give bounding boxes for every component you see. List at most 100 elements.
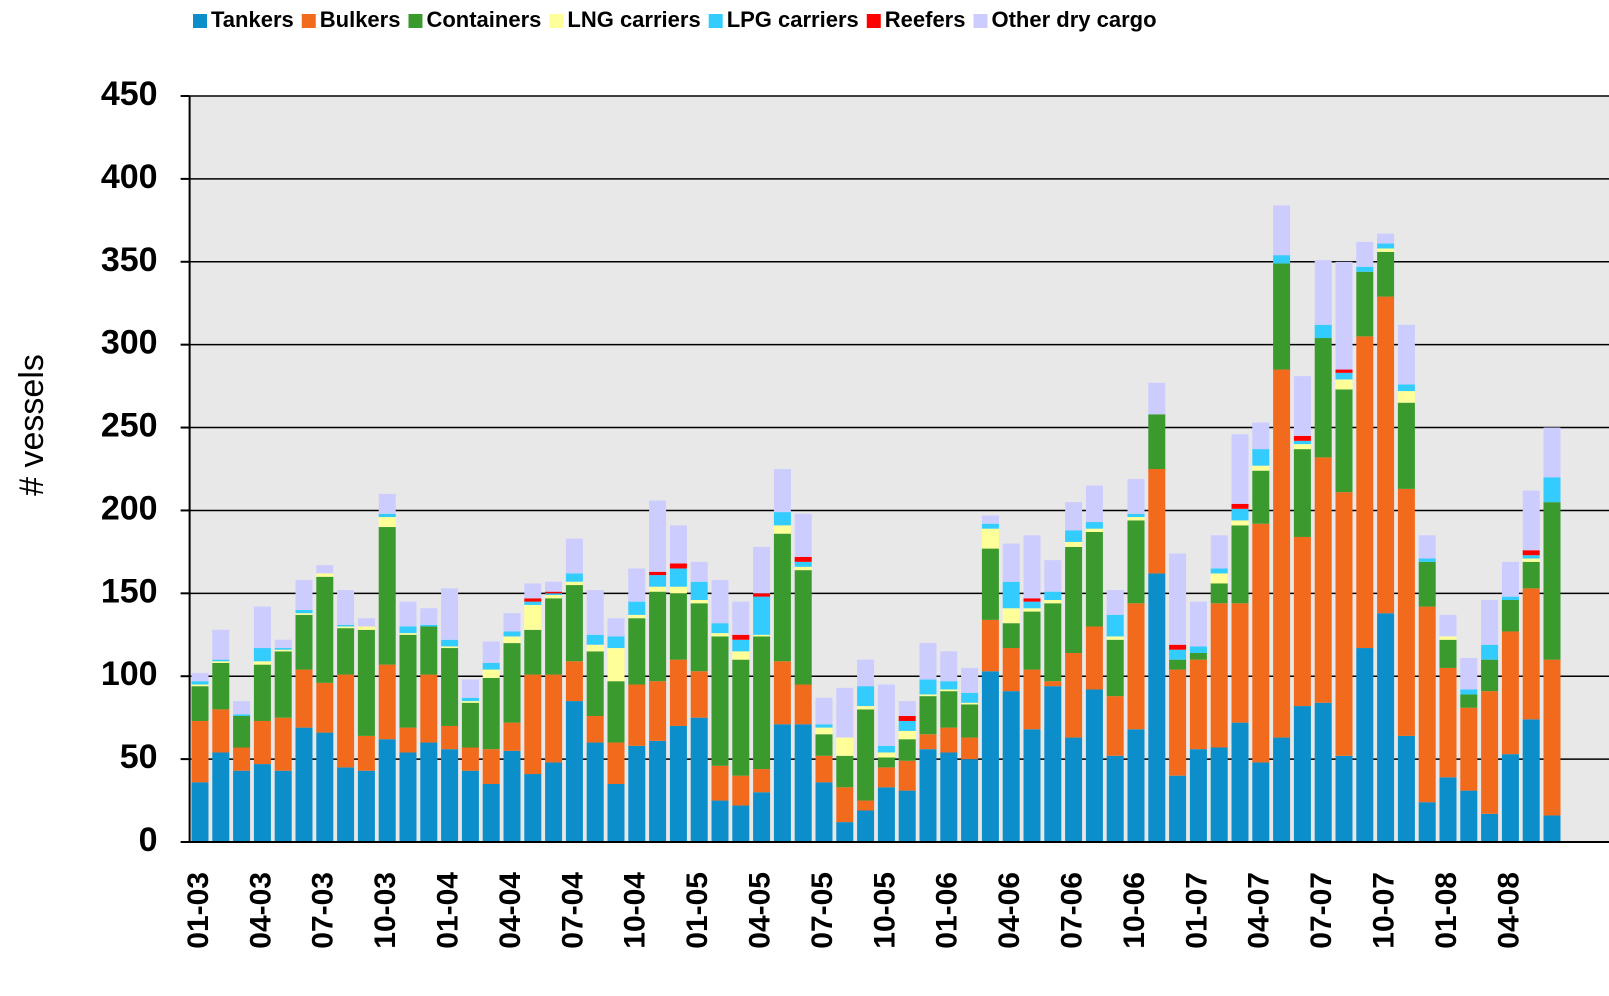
bar-segment xyxy=(940,681,958,690)
bar-segment xyxy=(378,664,396,740)
bar-segment xyxy=(1356,241,1374,267)
bar-segment xyxy=(1169,775,1187,842)
bar-segment xyxy=(1002,608,1020,624)
bar-segment xyxy=(1481,813,1499,842)
bar-segment xyxy=(1543,815,1561,842)
bar-segment xyxy=(212,662,230,710)
bar-segment xyxy=(253,648,271,662)
bar-segment xyxy=(1065,502,1083,531)
bar-segment xyxy=(877,684,895,746)
bar-segment xyxy=(1314,702,1332,842)
bar-segment xyxy=(1169,659,1187,670)
bar-segment xyxy=(732,805,750,842)
y-tick-label: 150 xyxy=(101,572,158,610)
bar-segment xyxy=(503,636,521,644)
bar-segment xyxy=(815,724,833,728)
bar-segment xyxy=(337,626,355,629)
bar-segment xyxy=(441,749,459,842)
bar-segment xyxy=(1501,631,1519,755)
bar-segment xyxy=(669,659,687,726)
bar-segment xyxy=(649,740,667,842)
bar-segment xyxy=(1127,513,1145,518)
bar-segment xyxy=(399,626,417,634)
bar-segment xyxy=(337,628,355,675)
bar-segment xyxy=(898,720,916,731)
bar-segment xyxy=(940,691,958,728)
bar-segment xyxy=(690,581,708,600)
x-tick-label: 04-06 xyxy=(993,872,1026,949)
y-tick-label: 350 xyxy=(101,241,158,279)
bar-segment xyxy=(357,735,375,771)
bar-segment xyxy=(815,734,833,756)
bar-segment xyxy=(586,634,604,645)
bar-segment xyxy=(1252,762,1270,842)
legend-label: Bulkers xyxy=(320,7,401,32)
bar-segment xyxy=(233,714,251,717)
bar-segment xyxy=(794,684,812,725)
bar-segment xyxy=(1356,271,1374,337)
bar-segment xyxy=(857,686,875,707)
bar-segment xyxy=(1273,255,1291,264)
bar-segment xyxy=(503,643,521,723)
bar-segment xyxy=(1273,369,1291,738)
bar-segment xyxy=(1189,659,1207,750)
bar-segment xyxy=(961,759,979,842)
bar-segment xyxy=(1085,522,1103,529)
bar-segment xyxy=(794,724,812,842)
y-tick-label: 300 xyxy=(101,324,158,362)
bar-segment xyxy=(337,674,355,768)
x-tick-label: 01-08 xyxy=(1430,872,1463,949)
bar-segment xyxy=(482,749,500,784)
bar-segment xyxy=(1481,644,1499,660)
x-tick-label: 10-06 xyxy=(1118,872,1151,949)
bar-segment xyxy=(794,561,812,567)
bar-segment xyxy=(732,651,750,660)
bar-segment xyxy=(898,739,916,761)
bar-segment xyxy=(482,641,500,663)
x-tick-label: 07-05 xyxy=(806,872,839,949)
bar-segment xyxy=(1231,603,1249,723)
bar-segment xyxy=(981,619,999,672)
bar-segment xyxy=(337,624,355,627)
bar-segment xyxy=(773,661,791,725)
bar-segment xyxy=(1501,599,1519,632)
bar-segment xyxy=(981,671,999,842)
bar-segment xyxy=(1002,691,1020,842)
bar-segment xyxy=(253,664,271,721)
x-tick-label: 04-05 xyxy=(744,872,777,949)
bar-segment xyxy=(857,810,875,842)
bar-segment xyxy=(628,614,646,619)
bar-segment xyxy=(399,633,417,635)
bar-segment xyxy=(1293,376,1311,436)
bar-segment xyxy=(1377,233,1395,244)
bar-segment xyxy=(732,634,750,640)
bar-segment xyxy=(1023,598,1041,602)
bar-segment xyxy=(1481,691,1499,814)
bar-segment xyxy=(545,593,563,595)
bar-segment xyxy=(607,783,625,842)
bar-segment xyxy=(1356,266,1374,272)
bar-segment xyxy=(1293,440,1311,445)
x-tick-label: 01-03 xyxy=(182,872,215,949)
bar-segment xyxy=(836,822,854,842)
bar-segment xyxy=(1106,590,1124,615)
bar-segment xyxy=(1044,603,1062,682)
bar-segment xyxy=(1148,573,1166,842)
bar-segment xyxy=(1127,729,1145,842)
x-tick-label: 04-04 xyxy=(494,872,527,949)
bar-segment xyxy=(295,580,313,610)
bar-segment xyxy=(378,527,396,665)
bar-segment xyxy=(1002,543,1020,582)
bar-segment xyxy=(669,593,687,660)
bar-segment xyxy=(524,598,542,602)
bar-segment xyxy=(378,517,396,528)
bar-segment xyxy=(253,661,271,665)
bar-segment xyxy=(773,533,791,662)
legend-label: LPG carriers xyxy=(727,7,859,32)
bar-segment xyxy=(1106,639,1124,697)
x-tick-label: 01-04 xyxy=(432,872,465,949)
bar-segment xyxy=(753,593,771,597)
bar-segment xyxy=(898,790,916,842)
bar-segment xyxy=(399,634,417,728)
